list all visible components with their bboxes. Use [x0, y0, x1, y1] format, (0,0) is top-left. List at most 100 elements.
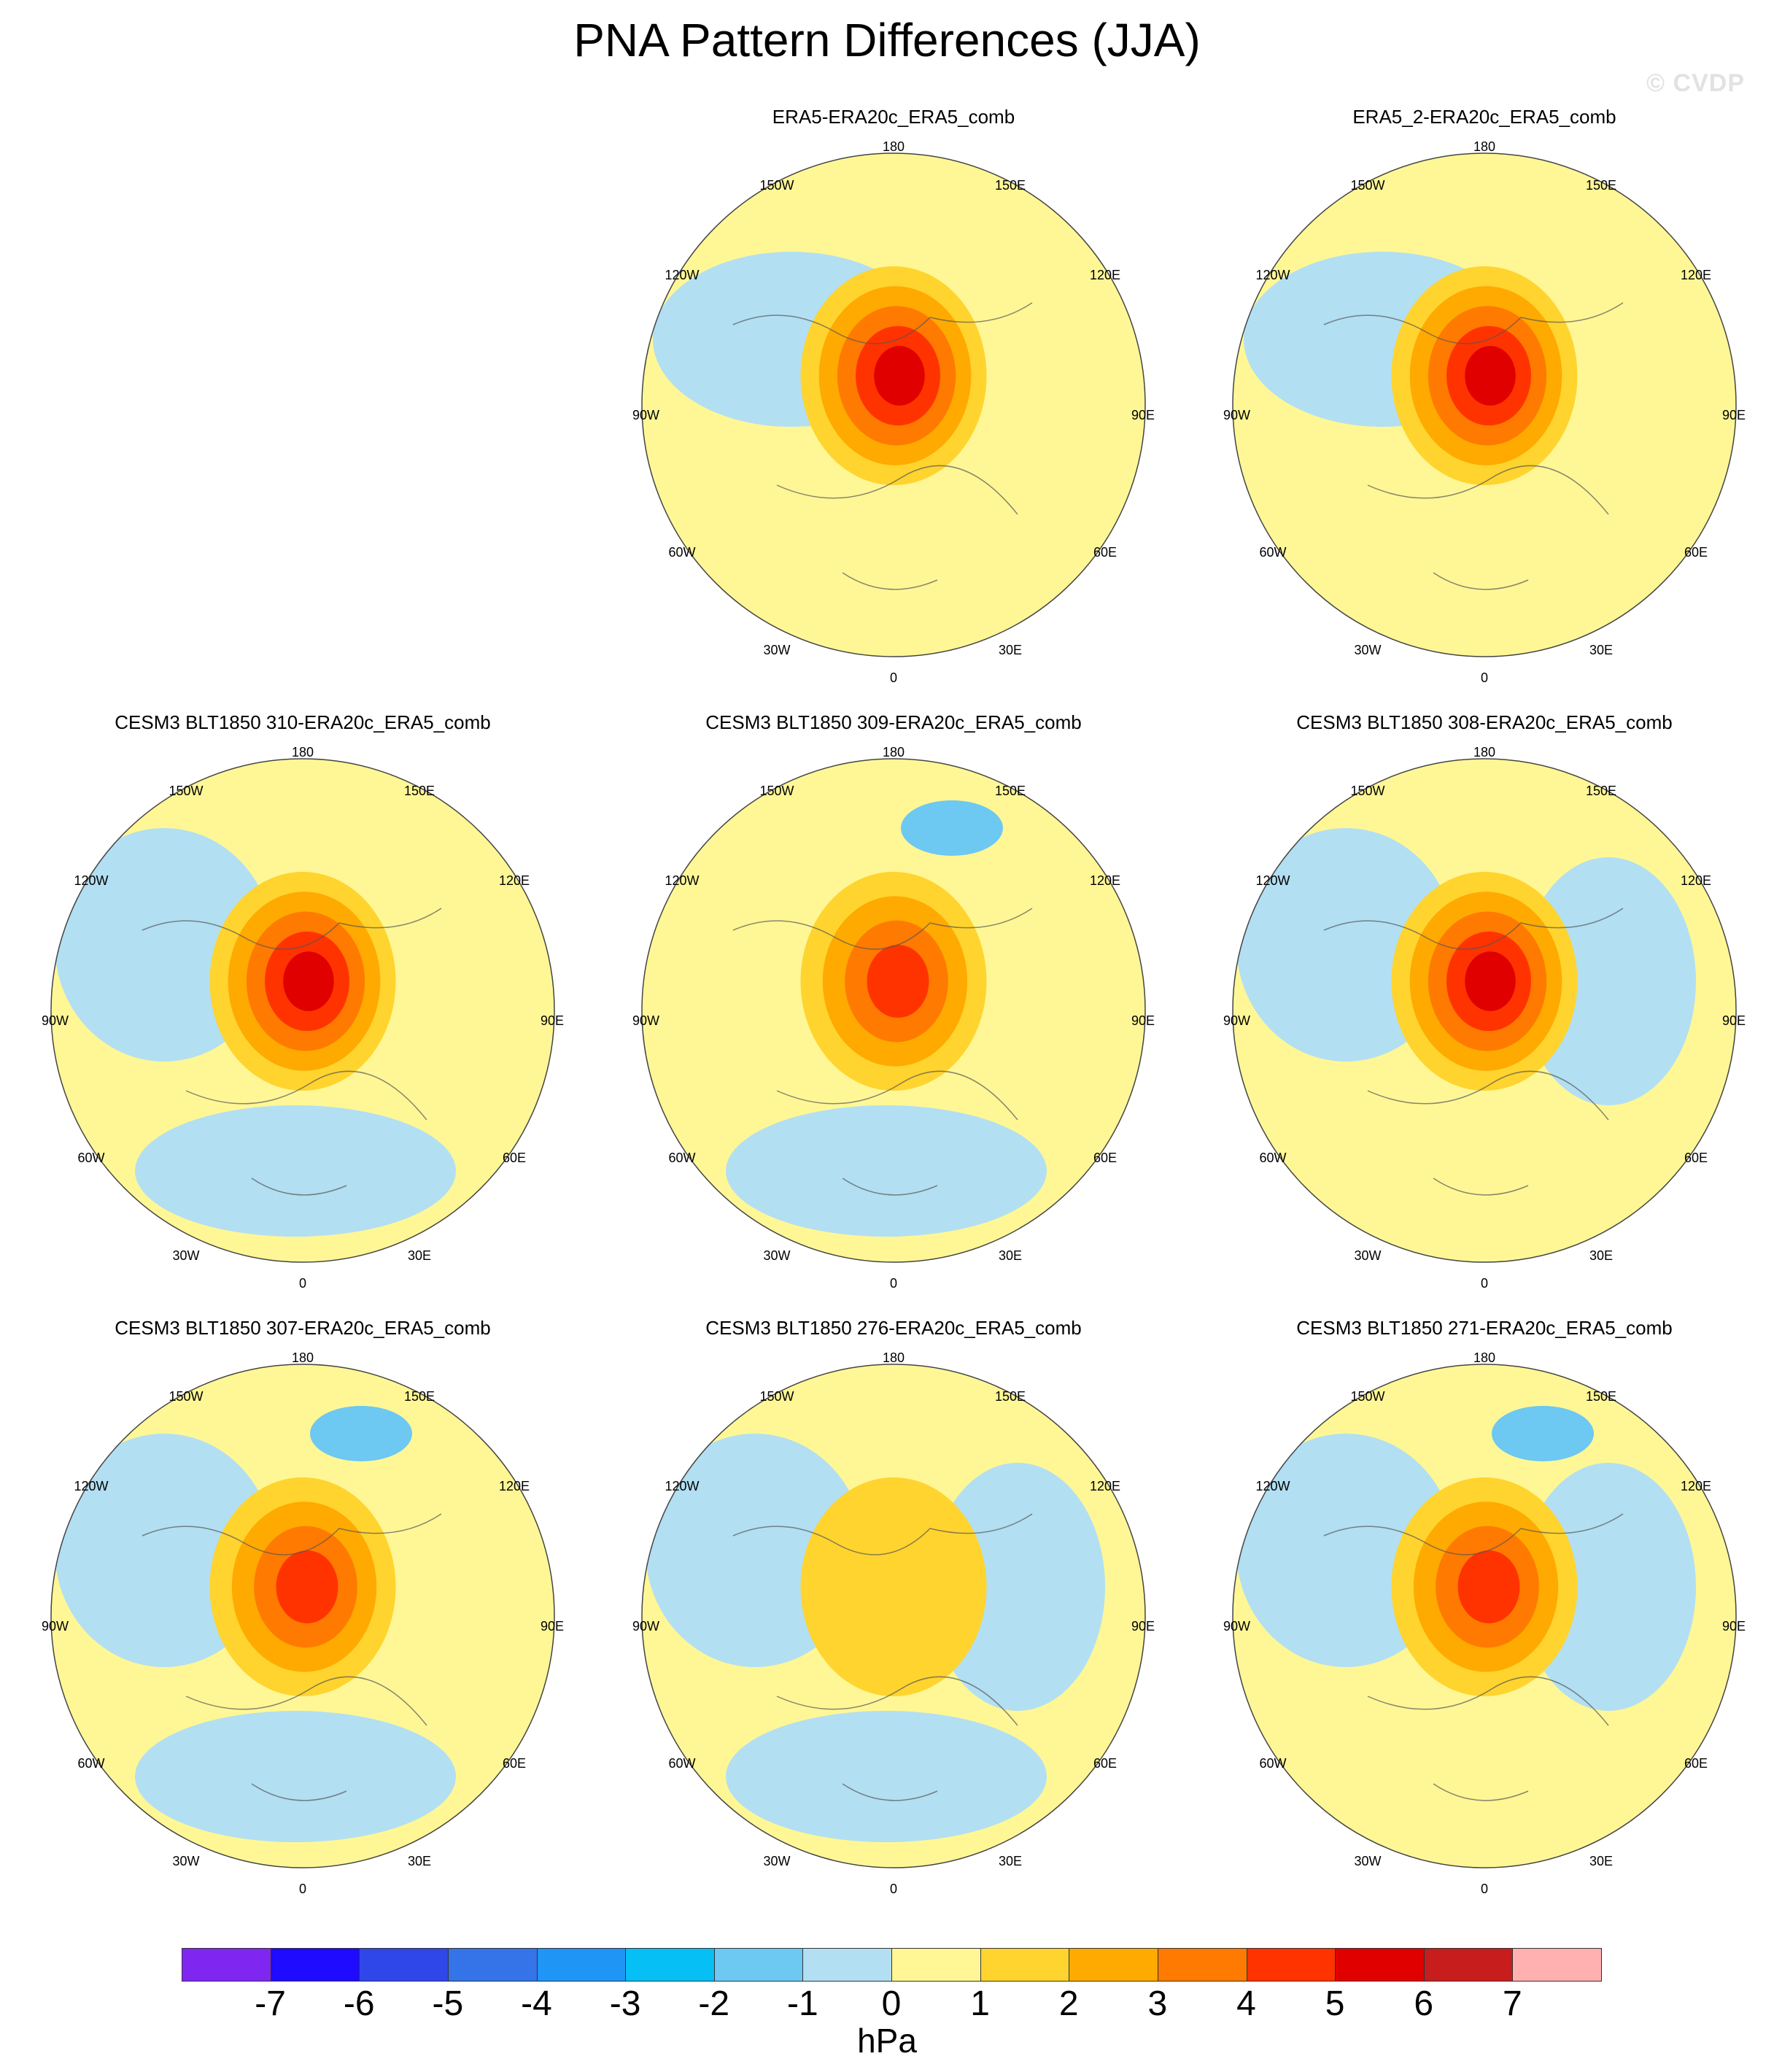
longitude-label: 30W [172, 1248, 199, 1263]
panel-title: CESM3 BLT1850 309-ERA20c_ERA5_comb [705, 711, 1082, 733]
negative-anomaly-region [726, 1105, 1047, 1237]
polar-map: 180 0 90W 90E 150W 150E 120W 120E 60W 60E 30W 30E [632, 139, 1155, 685]
longitude-label: 0 [890, 670, 897, 685]
longitude-label: 30W [763, 1854, 790, 1868]
longitude-label: 120W [74, 1479, 108, 1493]
polar-map: 180 0 90W 90E 150W 150E 120W 120E 60W 60E 30W 30E [42, 1350, 564, 1896]
longitude-label: 150E [995, 178, 1026, 193]
colorbar-tick-label: 6 [1414, 1984, 1434, 2023]
longitude-label: 60E [1093, 545, 1117, 560]
longitude-label: 60E [503, 1756, 526, 1771]
map-boundary [641, 152, 1146, 657]
longitude-label: 180 [1473, 1350, 1495, 1365]
panel-title: CESM3 BLT1850 310-ERA20c_ERA5_comb [115, 711, 491, 733]
colorbar-tick-label: 4 [1236, 1984, 1256, 2023]
positive-anomaly-contour [1465, 346, 1516, 406]
longitude-label: 30W [1354, 1854, 1381, 1868]
longitude-label: 120W [1255, 1479, 1290, 1493]
longitude-label: 150E [1586, 1389, 1616, 1404]
longitude-label: 120E [1681, 268, 1711, 282]
longitude-label: 30E [408, 1854, 431, 1868]
longitude-label: 120W [74, 873, 108, 888]
longitude-label: 120E [1090, 268, 1120, 282]
colorbar-segment [802, 1948, 892, 1982]
longitude-label: 120W [665, 873, 699, 888]
longitude-label: 180 [292, 1350, 314, 1365]
longitude-label: 150W [759, 1389, 794, 1404]
longitude-label: 150E [1586, 178, 1616, 193]
longitude-label: 180 [883, 745, 905, 759]
longitude-label: 150W [169, 1389, 203, 1404]
positive-anomaly-contour [874, 346, 925, 406]
map-panel: CESM3 BLT1850 308-ERA20c_ERA5_comb 180 0 90… [1215, 711, 1754, 1291]
panel-title: CESM3 BLT1850 308-ERA20c_ERA5_comb [1296, 711, 1673, 733]
longitude-label: 60E [1684, 545, 1708, 560]
map-panel: CESM3 BLT1850 309-ERA20c_ERA5_comb 180 0 90… [624, 711, 1163, 1291]
longitude-label: 150E [995, 1389, 1026, 1404]
colorbar-segment [447, 1948, 538, 1982]
longitude-label: 30E [1589, 1854, 1613, 1868]
longitude-label: 30E [999, 1248, 1022, 1263]
longitude-label: 60W [668, 545, 695, 560]
longitude-label: 0 [1481, 1276, 1488, 1291]
longitude-label: 150W [1350, 178, 1384, 193]
map-panel: CESM3 BLT1850 307-ERA20c_ERA5_comb 180 0 90… [33, 1317, 573, 1896]
longitude-label: 30E [999, 643, 1022, 657]
map-boundary [1232, 758, 1737, 1263]
colorbar-segment [980, 1948, 1070, 1982]
longitude-label: 30W [1354, 643, 1381, 657]
colorbar-tick-label: -5 [432, 1984, 464, 2023]
longitude-label: 60W [1259, 1756, 1286, 1771]
longitude-label: 150W [759, 784, 794, 798]
colorbar-tick-label: 3 [1147, 1984, 1168, 2023]
colorbar-tick-label: 2 [1058, 1984, 1079, 2023]
longitude-label: 150W [1350, 784, 1384, 798]
negative-anomaly-region [1521, 857, 1696, 1105]
longitude-label: 90W [1223, 1013, 1250, 1028]
longitude-label: 90W [632, 1619, 659, 1634]
longitude-label: 90E [541, 1013, 564, 1028]
longitude-label: 150E [404, 784, 435, 798]
longitude-label: 90W [42, 1013, 69, 1028]
longitude-label: 120W [1255, 268, 1290, 282]
longitude-label: 90E [1722, 1013, 1746, 1028]
longitude-label: 90W [1223, 1619, 1250, 1634]
map-panel: CESM3 BLT1850 276-ERA20c_ERA5_comb 180 0 90… [624, 1317, 1163, 1896]
longitude-label: 60E [1093, 1756, 1117, 1771]
negative-anomaly-region [930, 1463, 1105, 1711]
colorbar-segment [1423, 1948, 1514, 1982]
colorbar-segment [1157, 1948, 1247, 1982]
longitude-label: 120W [665, 1479, 699, 1493]
negative-anomaly-region [726, 1711, 1047, 1842]
polar-map: 180 0 90W 90E 150W 150E 120W 120E 60W 60E 30W 30E [632, 1350, 1155, 1896]
negative-anomaly-region [135, 1105, 456, 1237]
longitude-label: 150W [169, 784, 203, 798]
negative-anomaly-region [1492, 1406, 1594, 1461]
colorbar-tick-label: -1 [787, 1984, 818, 2023]
positive-anomaly-contour [1457, 1550, 1520, 1623]
longitude-label: 0 [890, 1882, 897, 1896]
longitude-label: 90E [1722, 408, 1746, 422]
longitude-label: 60W [1259, 545, 1286, 560]
longitude-label: 150W [759, 178, 794, 193]
colorbar-segment [713, 1948, 804, 1982]
panel-title: CESM3 BLT1850 271-ERA20c_ERA5_comb [1296, 1317, 1673, 1339]
colorbar-segment [359, 1948, 449, 1982]
positive-anomaly-contour [276, 1550, 338, 1623]
coastlines [732, 302, 1033, 590]
longitude-label: 120E [499, 873, 530, 888]
longitude-label: 60W [77, 1151, 104, 1165]
longitude-label: 180 [292, 745, 314, 759]
longitude-label: 120W [665, 268, 699, 282]
longitude-label: 0 [1481, 670, 1488, 685]
polar-map: 180 0 90W 90E 150W 150E 120W 120E 60W 60E 30W 30E [632, 745, 1155, 1291]
colorbar-tick-label: 7 [1503, 1984, 1522, 2023]
longitude-label: 90W [632, 1013, 659, 1028]
panel-title: CESM3 BLT1850 276-ERA20c_ERA5_comb [705, 1317, 1082, 1339]
longitude-label: 120E [499, 1479, 530, 1493]
longitude-label: 120E [1681, 1479, 1711, 1493]
colorbar-tick-label: 0 [881, 1984, 902, 2023]
coastlines [142, 1513, 442, 1801]
colorbar-tick-label: -7 [255, 1984, 286, 2023]
map-panel: CESM3 BLT1850 271-ERA20c_ERA5_comb 180 0 90… [1215, 1317, 1754, 1896]
